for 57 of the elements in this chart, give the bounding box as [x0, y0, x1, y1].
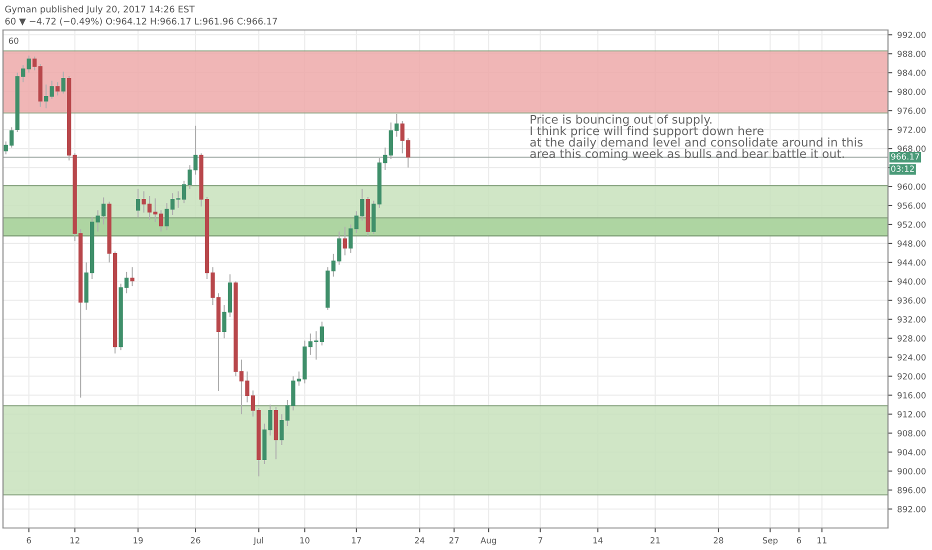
y-tick-label: 948.00	[898, 240, 926, 247]
y-tick-label: 900.00	[898, 468, 926, 474]
chart-subtitle: 60 ▼ −4.72 (−0.49%) O:964.12 H:966.17 L:961.96 C:966.17	[5, 18, 277, 26]
y-tick-label: 988.00	[898, 50, 926, 57]
y-tick-label: 952.00	[898, 221, 926, 228]
y-tick-label: 992.00	[898, 32, 926, 38]
y-tick-label: 932.00	[898, 316, 926, 323]
y-tick-label: 928.00	[898, 335, 926, 342]
x-tick-label: 12	[70, 537, 80, 544]
y-tick-label: 892.00	[898, 506, 926, 512]
y-tick-label: 976.00	[898, 108, 926, 114]
candlestick	[61, 71, 66, 94]
candlestick	[50, 80, 54, 100]
chart-title: Gyman published July 20, 2017 14:26 EST	[5, 6, 195, 14]
y-tick-label: 940.00	[898, 278, 926, 285]
y-tick-label: 896.00	[898, 487, 926, 494]
y-tick-label: 944.00	[898, 259, 926, 266]
x-tick-label: Aug	[480, 537, 496, 546]
x-tick-label: 27	[449, 537, 459, 544]
x-tick-label: 14	[593, 537, 603, 544]
y-tick-label: 972.00	[898, 126, 926, 133]
x-tick-label: 21	[650, 537, 660, 544]
x-tick-label: 11	[818, 537, 826, 544]
y-tick-label: 904.00	[898, 449, 926, 456]
x-tick-label: Jul	[253, 537, 263, 546]
candlestick	[342, 226, 348, 256]
x-tick-label: 6	[26, 537, 31, 544]
y-tick-label: 908.00	[898, 430, 926, 436]
ref-line-label: 966.17	[891, 153, 920, 160]
candlestick	[130, 266, 134, 287]
x-tick-label: 26	[190, 537, 200, 544]
candlestick	[44, 84, 48, 109]
text: 03:12	[891, 166, 914, 172]
candlestick	[26, 55, 31, 74]
x-tick-label: 19	[134, 537, 143, 544]
candlestick	[348, 224, 353, 254]
y-tick-label: 920.00	[898, 373, 926, 380]
x-tick-label: 10	[300, 537, 310, 544]
y-tick-label: 924.00	[898, 354, 926, 361]
y-tick-label: 968.00	[898, 146, 926, 152]
x-tick-label: 28	[714, 537, 724, 544]
annotation: 60	[8, 38, 18, 44]
x-tick-label: 17	[352, 537, 362, 544]
x-tick-label: 24	[414, 537, 424, 544]
y-tick-label: 912.00	[898, 411, 926, 418]
x-tick-label: Sep	[762, 537, 778, 546]
x-tick-label: 7	[538, 537, 542, 544]
candlestick	[56, 82, 60, 96]
y-tick-label: 956.00	[898, 202, 926, 209]
y-tick-label: 984.00	[898, 70, 926, 76]
y-tick-label: 916.00	[898, 392, 926, 398]
y-tick-label: 936.00	[898, 297, 926, 304]
y-tick-label: 960.00	[898, 183, 926, 190]
x-tick-label: 6	[796, 537, 802, 544]
candlestick	[32, 56, 37, 71]
y-tick-label: 980.00	[898, 88, 926, 95]
candlestick	[136, 188, 140, 218]
